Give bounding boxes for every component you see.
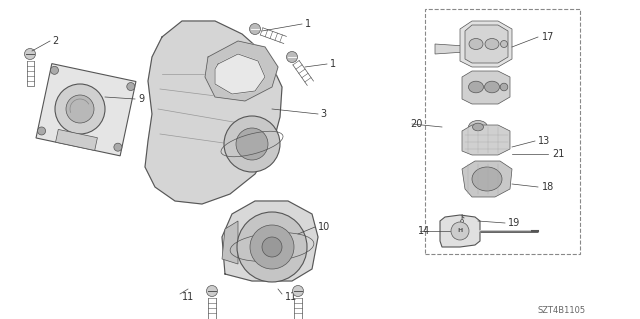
Text: 2: 2 — [52, 36, 58, 46]
Text: 21: 21 — [552, 149, 564, 159]
Text: 3: 3 — [320, 109, 326, 119]
Ellipse shape — [24, 48, 35, 60]
Text: 1: 1 — [305, 19, 311, 29]
Text: 19: 19 — [508, 218, 520, 228]
Polygon shape — [215, 54, 265, 94]
Bar — [425, 9, 580, 254]
Polygon shape — [460, 21, 512, 67]
Ellipse shape — [468, 121, 488, 133]
Text: 10: 10 — [318, 222, 330, 232]
Ellipse shape — [451, 222, 469, 240]
Ellipse shape — [236, 128, 268, 160]
Polygon shape — [36, 63, 136, 156]
Ellipse shape — [51, 66, 58, 74]
Ellipse shape — [250, 225, 294, 269]
Text: H: H — [458, 228, 463, 234]
Text: 9: 9 — [138, 94, 144, 104]
Polygon shape — [145, 21, 282, 204]
Ellipse shape — [472, 123, 483, 131]
Ellipse shape — [287, 51, 298, 63]
Polygon shape — [465, 25, 508, 63]
Ellipse shape — [262, 237, 282, 257]
Text: ⚷: ⚷ — [458, 214, 466, 224]
Text: 11: 11 — [182, 292, 195, 302]
Ellipse shape — [127, 83, 135, 91]
Ellipse shape — [292, 286, 303, 296]
Ellipse shape — [472, 167, 502, 191]
Text: 11: 11 — [285, 292, 297, 302]
Ellipse shape — [485, 39, 499, 49]
Polygon shape — [440, 215, 480, 247]
Ellipse shape — [468, 81, 483, 93]
Ellipse shape — [207, 286, 218, 296]
Ellipse shape — [500, 41, 508, 48]
Polygon shape — [222, 201, 318, 281]
Polygon shape — [56, 130, 97, 151]
Ellipse shape — [500, 83, 508, 91]
Polygon shape — [462, 71, 510, 104]
Ellipse shape — [237, 212, 307, 282]
Ellipse shape — [250, 24, 260, 34]
Polygon shape — [462, 125, 510, 155]
Text: 1: 1 — [330, 59, 336, 69]
Text: 18: 18 — [542, 182, 554, 192]
Polygon shape — [435, 44, 465, 54]
Ellipse shape — [484, 81, 499, 93]
Ellipse shape — [55, 84, 105, 134]
Ellipse shape — [469, 39, 483, 49]
Polygon shape — [205, 41, 278, 101]
Ellipse shape — [224, 116, 280, 172]
Ellipse shape — [114, 143, 122, 151]
Text: 17: 17 — [542, 32, 554, 42]
Text: 20: 20 — [410, 119, 422, 129]
Text: 14: 14 — [418, 226, 430, 236]
Ellipse shape — [66, 95, 94, 123]
Ellipse shape — [38, 127, 45, 135]
Text: 13: 13 — [538, 136, 550, 146]
Text: SZT4B1105: SZT4B1105 — [538, 306, 586, 315]
Polygon shape — [462, 161, 512, 197]
Polygon shape — [222, 221, 238, 264]
